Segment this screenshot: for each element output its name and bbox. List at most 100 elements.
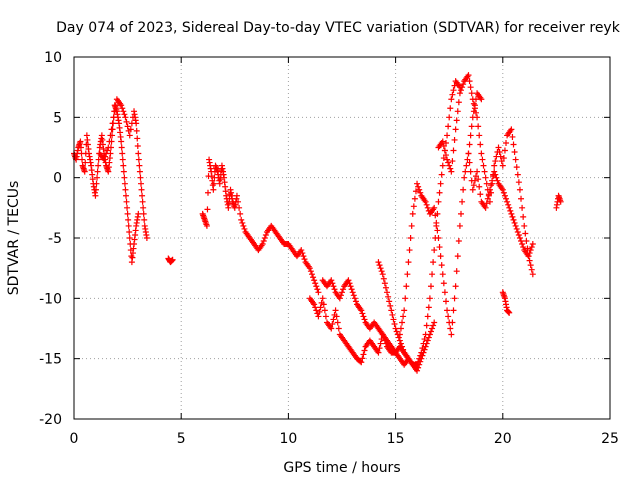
data-point (77, 138, 84, 145)
data-point (101, 156, 108, 163)
data-point (381, 280, 388, 287)
data-point (460, 81, 467, 88)
data-point (233, 192, 240, 199)
data-point (400, 346, 407, 353)
data-point (444, 132, 451, 139)
data-point (469, 186, 476, 193)
data-point (508, 210, 515, 217)
data-point (486, 186, 493, 193)
data-point (427, 328, 434, 335)
data-point (124, 204, 131, 211)
data-point (121, 180, 128, 187)
data-point (466, 141, 473, 148)
data-point (449, 158, 456, 165)
data-point (427, 283, 434, 290)
data-point (459, 198, 466, 205)
data-point (469, 96, 476, 103)
data-point (521, 222, 528, 229)
data-point (236, 204, 243, 211)
data-point (425, 304, 432, 311)
data-point (436, 189, 443, 196)
data-point (392, 325, 399, 332)
data-point (335, 325, 342, 332)
data-point (509, 213, 516, 220)
data-point (431, 204, 438, 211)
data-point (478, 96, 485, 103)
data-point (347, 283, 354, 290)
data-point (119, 105, 126, 112)
data-point (501, 147, 508, 154)
data-point (391, 320, 398, 327)
data-point (439, 271, 446, 278)
data-point (476, 132, 483, 139)
data-point (120, 162, 127, 169)
data-point (407, 235, 414, 241)
data-point (79, 156, 86, 163)
data-point (471, 177, 478, 184)
data-point (508, 126, 515, 133)
data-point (408, 222, 415, 229)
data-point (330, 316, 337, 323)
data-point (111, 108, 118, 115)
data-point (450, 307, 457, 314)
data-point (477, 141, 484, 148)
data-point (401, 307, 408, 314)
data-point (489, 177, 496, 184)
data-point (396, 331, 403, 338)
data-point (527, 247, 534, 254)
data-point (109, 120, 116, 127)
data-point (110, 114, 117, 121)
data-point (135, 210, 142, 217)
data-point (399, 319, 406, 326)
data-point (424, 337, 431, 344)
data-point (385, 293, 392, 300)
data-point (488, 182, 495, 189)
data-point (241, 225, 248, 232)
data-point (423, 201, 430, 208)
data-point (510, 216, 517, 223)
data-point (210, 186, 217, 193)
data-point (262, 231, 269, 238)
data-point (313, 283, 320, 290)
data-point (396, 337, 403, 344)
data-point (359, 355, 366, 362)
data-point (422, 331, 429, 338)
data-point (522, 230, 529, 237)
data-point (306, 265, 313, 272)
data-point (477, 191, 484, 198)
data-point (444, 156, 451, 163)
data-point (134, 142, 141, 149)
data-point (527, 262, 534, 269)
data-point (432, 212, 439, 219)
data-point (420, 340, 427, 347)
data-point (465, 150, 472, 157)
data-point (92, 192, 99, 199)
data-point (169, 256, 176, 263)
grid-lines (74, 57, 610, 419)
data-point (523, 238, 530, 245)
data-point (440, 142, 447, 149)
data-point (445, 159, 452, 166)
y-tick-label: 5 (53, 110, 62, 126)
data-point (329, 280, 336, 287)
data-point (424, 313, 431, 320)
data-point (322, 313, 329, 320)
data-point (500, 189, 507, 196)
data-point (470, 182, 477, 189)
data-point (311, 277, 318, 284)
data-point (361, 347, 368, 354)
data-point (468, 123, 475, 130)
data-point (339, 289, 345, 296)
y-tick-label: 10 (44, 50, 62, 66)
data-point (104, 147, 111, 154)
data-point (429, 325, 436, 332)
data-point (122, 186, 129, 193)
data-point (457, 210, 464, 217)
data-point (237, 210, 244, 217)
data-point (403, 283, 410, 290)
data-point (203, 222, 210, 229)
data-point (462, 168, 469, 175)
data-point (379, 271, 386, 278)
data-point (136, 162, 143, 169)
data-point (506, 309, 513, 316)
